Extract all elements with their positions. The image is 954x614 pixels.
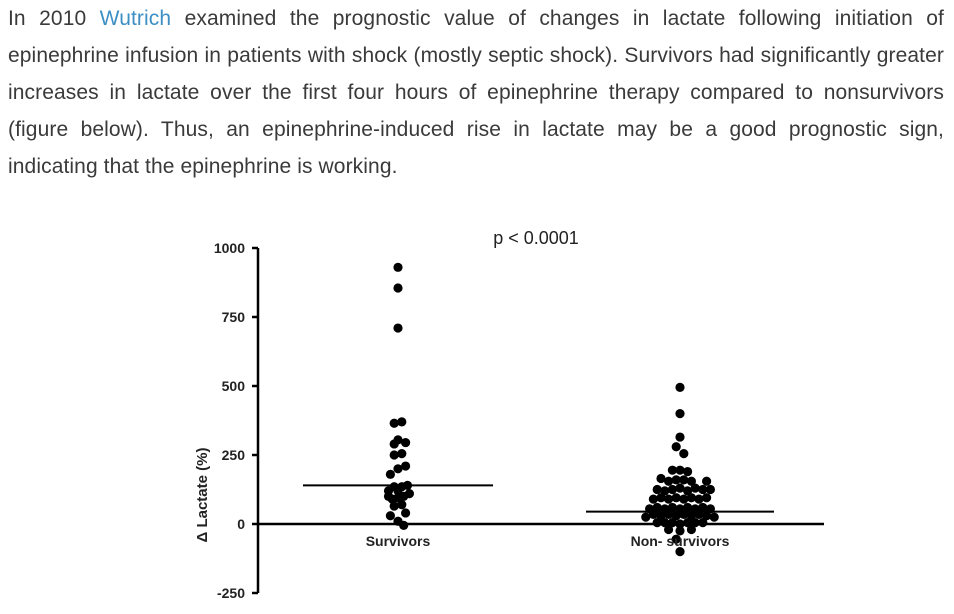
y-tick-label: 750 (222, 309, 246, 325)
data-point (709, 512, 719, 522)
data-point (401, 461, 411, 471)
data-point (679, 475, 689, 485)
data-point (401, 437, 411, 448)
y-tick-label: 1000 (214, 240, 245, 256)
data-point (402, 480, 413, 490)
data-point (690, 518, 700, 528)
data-point (675, 526, 685, 536)
data-point (671, 442, 681, 452)
wutrich-link[interactable]: Wutrich (99, 7, 172, 30)
y-tick-label: 250 (222, 447, 246, 463)
data-point (686, 493, 697, 503)
data-point (675, 519, 685, 529)
data-point (671, 475, 681, 485)
data-point (702, 493, 712, 503)
data-point (667, 484, 678, 495)
data-point (686, 524, 697, 535)
data-point (397, 500, 407, 510)
data-point (397, 417, 407, 427)
data-point (683, 518, 693, 528)
data-point (667, 502, 678, 513)
data-point (690, 483, 700, 493)
data-point (694, 494, 704, 504)
data-point (393, 486, 403, 496)
data-point (648, 509, 659, 519)
data-point (679, 449, 689, 459)
data-point (656, 473, 666, 484)
data-point (385, 511, 395, 521)
data-point (660, 486, 670, 496)
y-tick-label: -250 (217, 585, 245, 601)
data-point (686, 511, 697, 521)
data-point (656, 511, 666, 521)
y-tick-label: 0 (237, 516, 245, 532)
data-point (389, 418, 399, 428)
data-point (667, 465, 678, 475)
data-point (675, 432, 685, 442)
data-point (683, 502, 693, 513)
paragraph-text-before-link: In 2010 (8, 7, 100, 30)
y-axis-label: Δ Lactate (%) (194, 448, 211, 543)
data-point (652, 502, 662, 513)
data-point (385, 469, 395, 479)
category-label: Survivors (366, 533, 431, 549)
data-point (675, 547, 685, 557)
data-point (671, 493, 681, 503)
data-point (675, 409, 685, 419)
data-point (675, 382, 685, 392)
paragraph-text-after-link: examined the prognostic value of changes… (8, 7, 944, 178)
data-point (675, 483, 685, 493)
data-point (675, 465, 685, 475)
category-label: Non- survivors (631, 533, 730, 549)
data-point (667, 518, 678, 528)
data-point (664, 524, 674, 535)
data-point (393, 262, 403, 272)
data-point (652, 518, 662, 528)
data-point (389, 501, 399, 511)
data-point (664, 476, 674, 486)
data-point (702, 476, 712, 486)
data-point (683, 486, 693, 496)
data-point (698, 502, 708, 513)
data-point (401, 508, 411, 518)
data-point (664, 509, 674, 519)
data-point (641, 512, 651, 522)
data-point (389, 450, 399, 460)
data-point (393, 323, 403, 333)
data-point (694, 509, 704, 519)
data-point (702, 511, 712, 521)
data-point (393, 283, 403, 293)
data-point (698, 518, 708, 528)
data-point (660, 518, 670, 528)
data-point (705, 484, 716, 495)
data-point (679, 494, 689, 504)
data-point (683, 466, 693, 477)
lactate-scatter-chart: 1000 750 500 250 0 -250 Δ Lactate (%) p < 0.000… (194, 228, 824, 601)
data-point (698, 484, 708, 495)
data-point (393, 435, 403, 445)
data-point (656, 493, 666, 503)
body-paragraph: In 2010 Wutrich examined the prognostic … (8, 0, 944, 185)
data-point (705, 504, 716, 514)
data-point (393, 464, 403, 474)
data-point (397, 449, 407, 459)
p-value-annotation: p < 0.0001 (493, 228, 579, 248)
data-point (399, 520, 409, 530)
data-point (664, 494, 674, 504)
data-point (686, 476, 697, 486)
data-point (404, 489, 414, 499)
y-tick-label: 500 (222, 378, 246, 394)
data-point (671, 534, 681, 544)
data-point (652, 484, 662, 495)
data-point (671, 511, 681, 521)
data-point (648, 494, 659, 504)
data-point (679, 509, 689, 519)
